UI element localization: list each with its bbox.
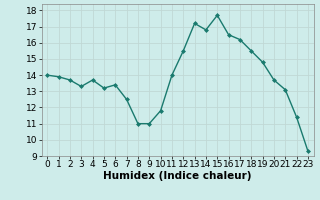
X-axis label: Humidex (Indice chaleur): Humidex (Indice chaleur): [103, 171, 252, 181]
